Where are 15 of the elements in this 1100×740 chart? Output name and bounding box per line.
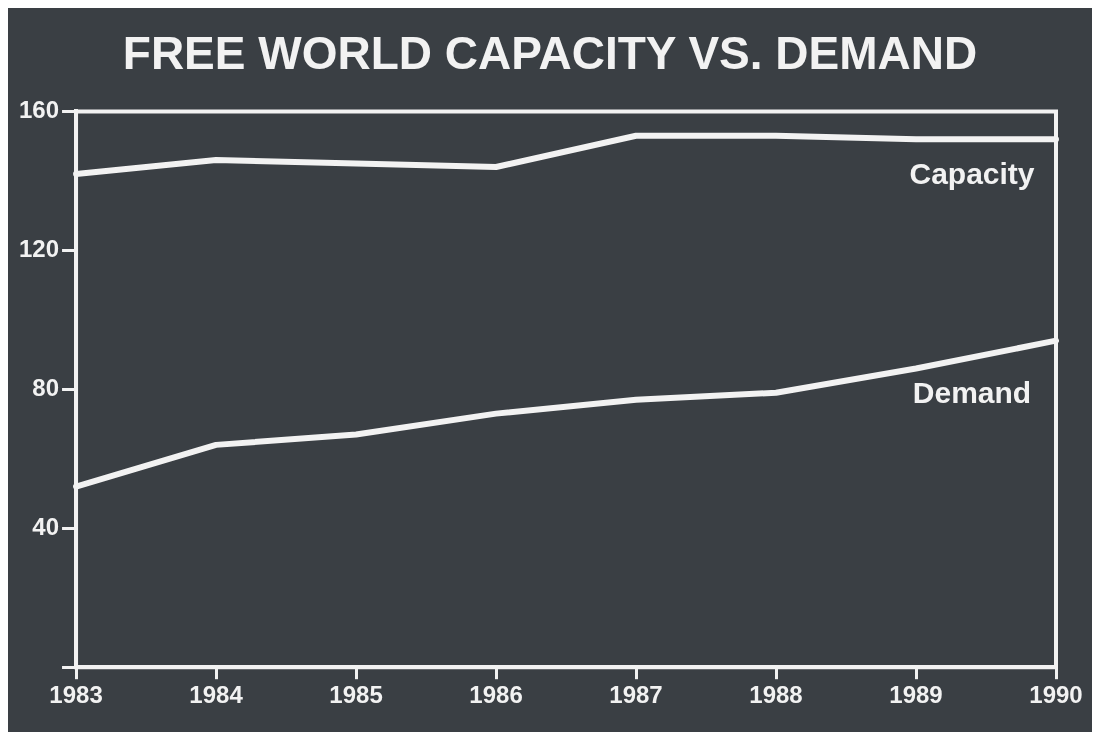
chart-title: FREE WORLD CAPACITY VS. DEMAND <box>121 26 979 81</box>
x-tick-label: 1987 <box>609 681 663 709</box>
series-label: Capacity <box>909 157 1035 191</box>
x-tick-label: 1983 <box>49 681 103 709</box>
y-tick-label: 160 <box>19 96 60 124</box>
y-tick-label: 120 <box>19 234 60 262</box>
x-tick-label: 1988 <box>749 681 803 709</box>
x-tick-label: 1990 <box>1029 681 1083 709</box>
x-tick-label: 1985 <box>329 681 383 709</box>
x-tick-label: 1989 <box>889 681 943 709</box>
x-tick-label: 1986 <box>469 681 523 709</box>
series-label: Demand <box>912 375 1032 409</box>
y-tick-label: 40 <box>32 512 60 540</box>
x-tick-label: 1984 <box>189 681 244 709</box>
y-tick-label: 80 <box>32 373 60 401</box>
